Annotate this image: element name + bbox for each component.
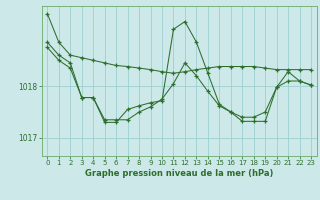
X-axis label: Graphe pression niveau de la mer (hPa): Graphe pression niveau de la mer (hPa) [85,169,273,178]
